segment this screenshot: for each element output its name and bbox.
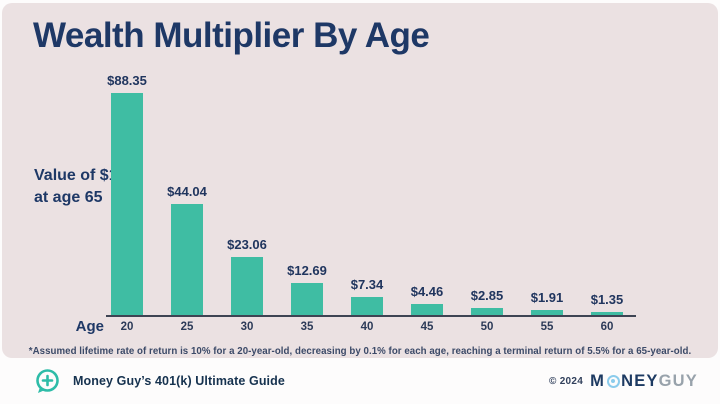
x-tick-label: 45	[420, 321, 434, 333]
x-tick-label: 60	[600, 321, 614, 333]
money-guy-bubble-icon	[34, 368, 61, 395]
bar-age-40	[351, 297, 383, 315]
bar-age-45	[411, 304, 443, 315]
footnote: *Assumed lifetime rate of return is 10% …	[28, 346, 692, 357]
x-tick-label: 25	[180, 321, 194, 333]
y-axis-note: Value of $1 at age 65	[34, 165, 118, 209]
moneyguy-logo: M NEY GUY	[590, 372, 698, 391]
x-tick-label: 50	[480, 321, 494, 333]
x-tick-label: 30	[240, 321, 254, 333]
copyright-text: © 2024	[548, 375, 584, 387]
footer-title: Money Guy’s 401(k) Ultimate Guide	[73, 374, 285, 388]
logo-text-guy: GUY	[658, 371, 698, 390]
bar-value-label: $88.35	[107, 73, 147, 88]
bar-age-30	[231, 257, 263, 315]
y-axis-note-line1: Value of $1	[34, 167, 118, 184]
bar-age-25	[171, 204, 203, 315]
bar-value-label: $44.04	[167, 184, 207, 199]
y-axis-note-line2: at age 65	[34, 189, 103, 206]
bar-age-50	[471, 308, 503, 315]
x-tick-label: 35	[300, 321, 314, 333]
bar-value-label: $7.34	[350, 277, 384, 292]
logo-text-m: M	[590, 371, 606, 390]
chart-title: Wealth Multiplier By Age	[33, 16, 430, 55]
logo-text-ney: NEY	[621, 371, 659, 390]
bar-value-label: $2.85	[470, 288, 504, 303]
footer-branding: © 2024 M NEY GUY	[549, 372, 698, 391]
x-tick-label: 40	[360, 321, 374, 333]
x-tick-label: 55	[540, 321, 554, 333]
x-axis-line	[106, 315, 636, 317]
bar-value-label: $4.46	[410, 284, 444, 299]
bar-value-label: $1.35	[590, 292, 624, 307]
x-axis-label: Age	[75, 318, 104, 335]
bar-age-35	[291, 283, 323, 315]
bar-age-60	[591, 312, 623, 315]
bar-value-label: $12.69	[287, 263, 327, 278]
logo-o-icon	[606, 374, 620, 388]
bar-age-55	[531, 310, 563, 315]
footer-bar: Money Guy’s 401(k) Ultimate Guide © 2024…	[0, 358, 720, 404]
bar-value-label: $23.06	[227, 237, 267, 252]
x-tick-label: 20	[120, 321, 134, 333]
bar-age-20	[111, 93, 143, 315]
bar-value-label: $1.91	[530, 290, 564, 305]
